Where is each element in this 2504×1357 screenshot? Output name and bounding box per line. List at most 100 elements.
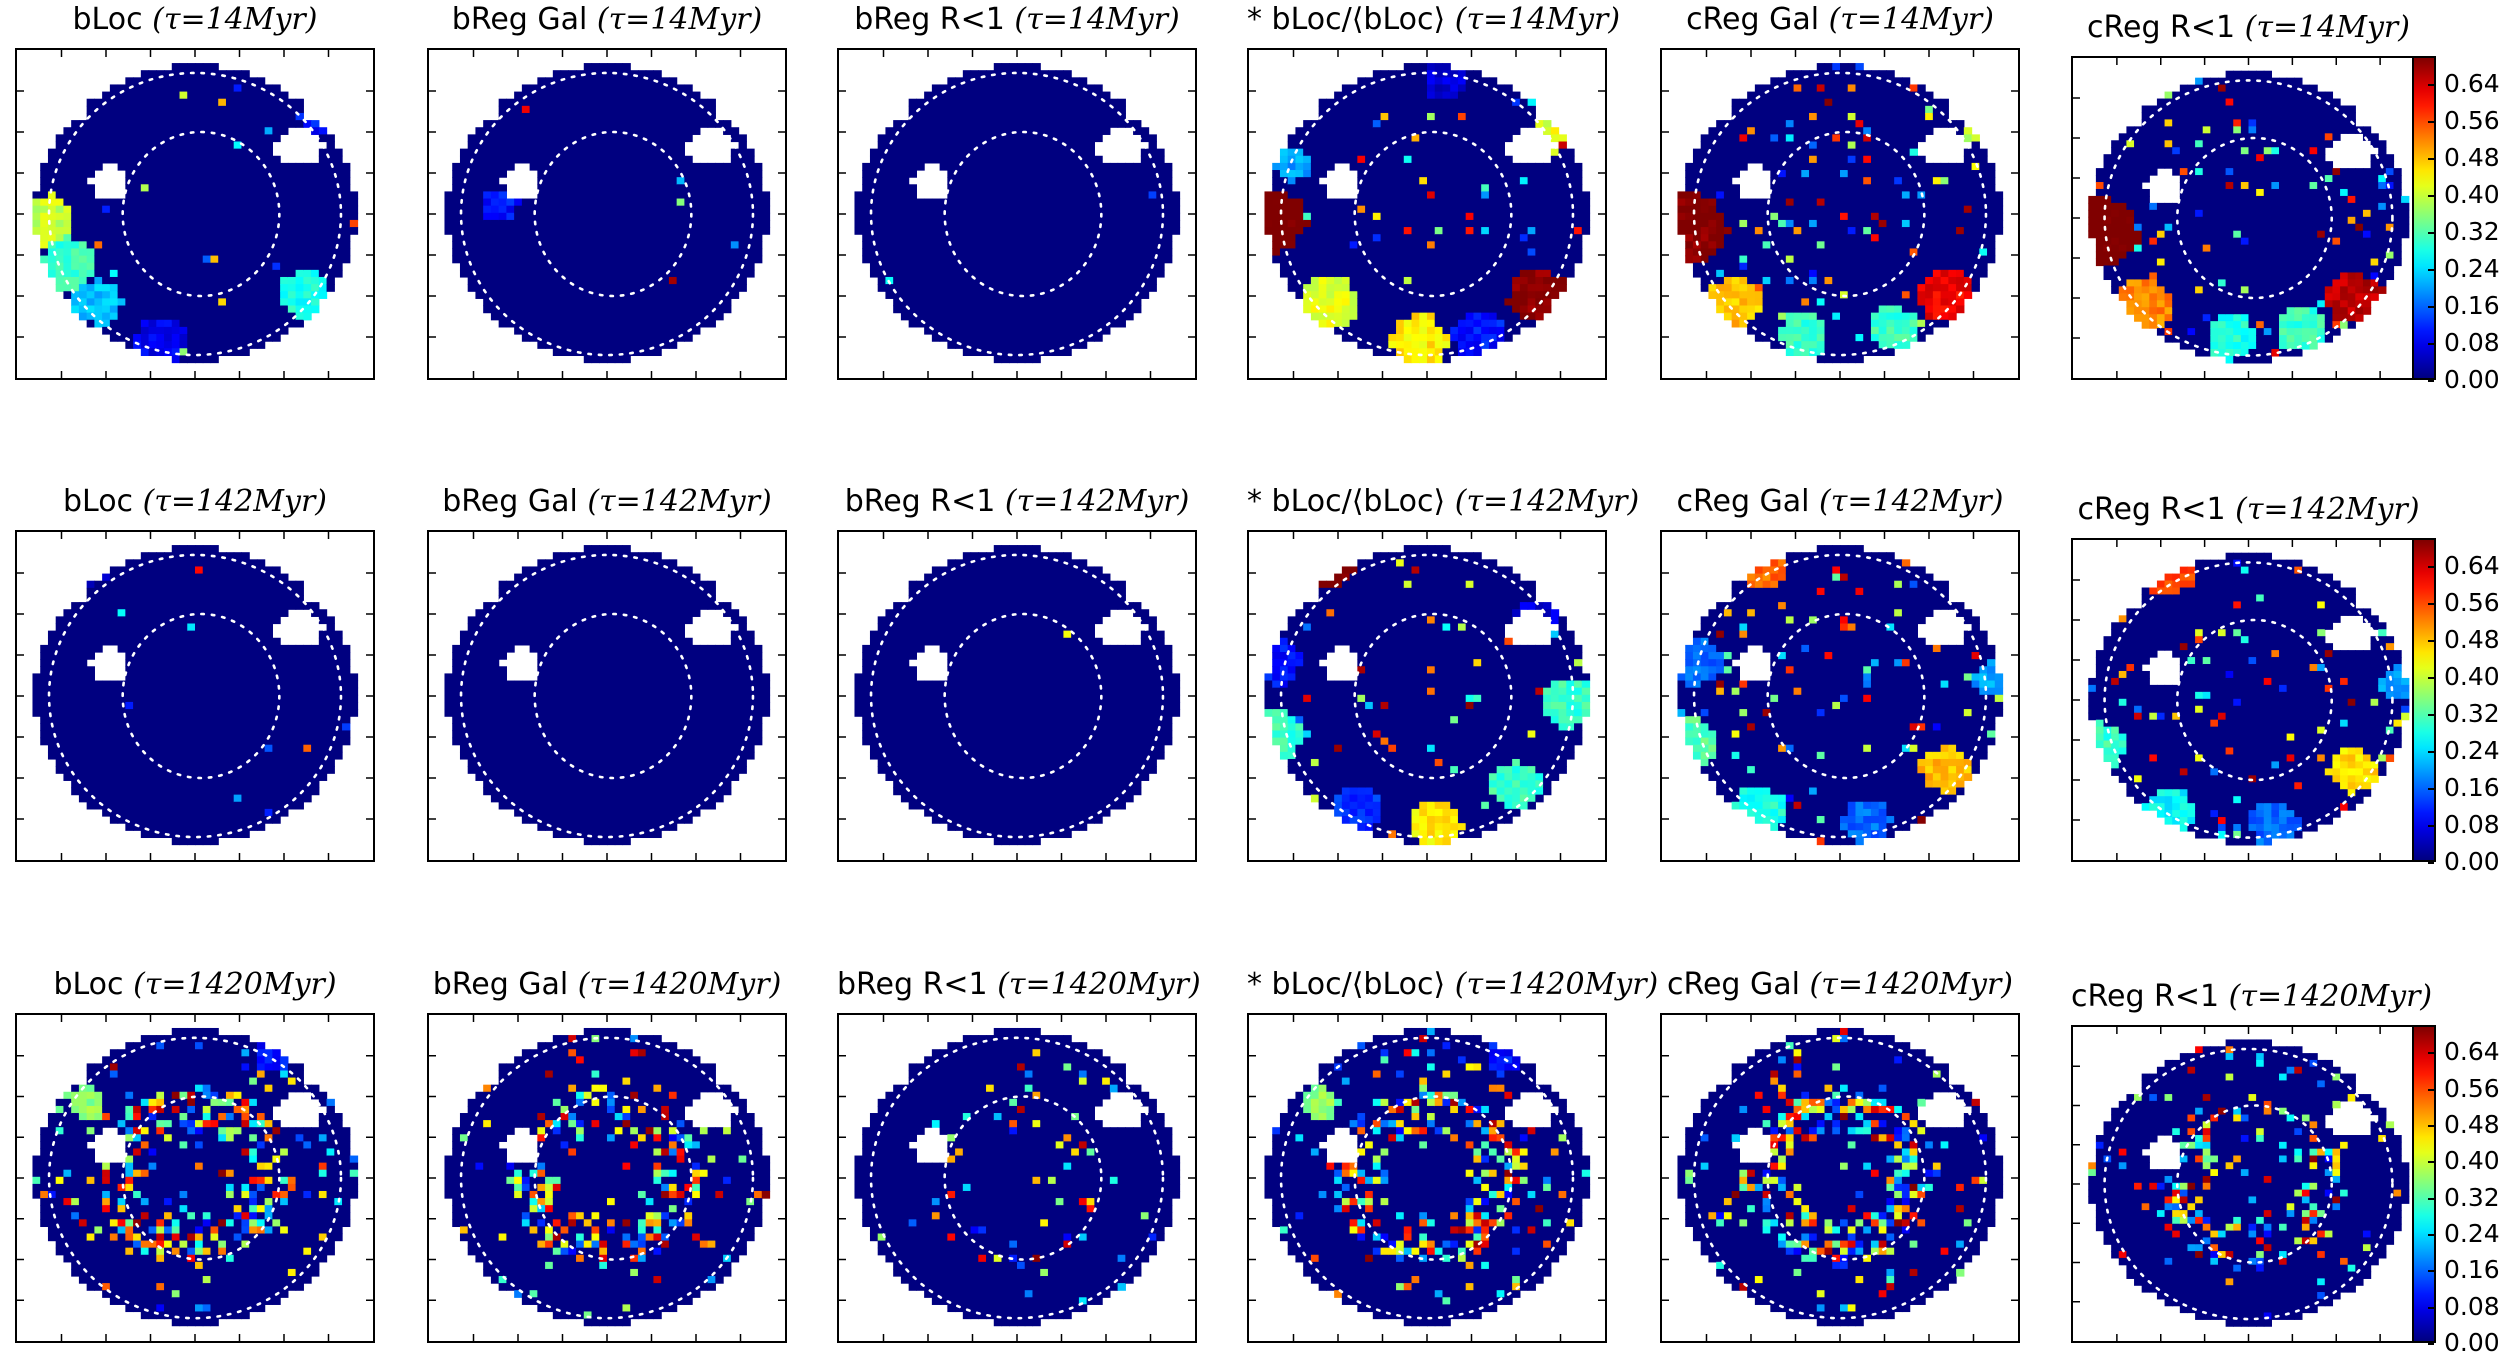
map-cell bbox=[1404, 99, 1412, 107]
map-cell bbox=[638, 327, 646, 335]
map-cell bbox=[1412, 199, 1420, 207]
map-cell bbox=[1009, 341, 1017, 349]
map-cell bbox=[87, 170, 95, 178]
map-cell bbox=[1412, 170, 1420, 178]
map-cell bbox=[1326, 298, 1334, 306]
map-cell bbox=[149, 206, 157, 214]
map-cell bbox=[1303, 227, 1311, 235]
map-cell bbox=[677, 134, 685, 142]
map-cell bbox=[1357, 120, 1365, 128]
map-cell bbox=[149, 220, 157, 228]
map-cell bbox=[537, 298, 545, 306]
map-cell bbox=[1071, 120, 1079, 128]
map-cell bbox=[499, 134, 507, 142]
map-cell bbox=[955, 334, 963, 342]
map-cell bbox=[901, 156, 909, 164]
map-cell bbox=[568, 220, 576, 228]
map-cell bbox=[1396, 113, 1404, 121]
map-cell bbox=[1295, 199, 1303, 207]
map-cell bbox=[1040, 191, 1048, 199]
map-cell bbox=[288, 184, 296, 192]
map-cell bbox=[1063, 113, 1071, 121]
map-cell bbox=[1435, 206, 1443, 214]
map-cell bbox=[638, 334, 646, 342]
map-cell bbox=[537, 149, 545, 157]
map-cell bbox=[1334, 284, 1342, 292]
map-cell bbox=[1288, 241, 1296, 249]
map-cell bbox=[522, 206, 530, 214]
map-cell bbox=[994, 149, 1002, 157]
map-cell bbox=[210, 355, 218, 363]
map-cell bbox=[1125, 184, 1133, 192]
map-cell bbox=[646, 163, 654, 171]
map-cell bbox=[584, 149, 592, 157]
map-cell bbox=[87, 99, 95, 107]
map-cell bbox=[1079, 120, 1087, 128]
map-cell bbox=[118, 134, 126, 142]
map-cell bbox=[1342, 113, 1350, 121]
map-cell bbox=[460, 149, 468, 157]
map-cell bbox=[638, 270, 646, 278]
map-cell bbox=[452, 248, 460, 256]
map-cell bbox=[218, 92, 226, 100]
map-cell bbox=[280, 170, 288, 178]
map-cell bbox=[947, 149, 955, 157]
map-cell bbox=[491, 170, 499, 178]
map-cell bbox=[646, 320, 654, 328]
map-cell bbox=[218, 106, 226, 114]
map-cell bbox=[924, 92, 932, 100]
map-cell bbox=[885, 206, 893, 214]
map-cell bbox=[1048, 256, 1056, 264]
map-cell bbox=[754, 248, 762, 256]
map-cell bbox=[1396, 227, 1404, 235]
map-cell bbox=[56, 227, 64, 235]
map-cell bbox=[584, 298, 592, 306]
map-cell bbox=[1040, 177, 1048, 185]
map-cell bbox=[615, 206, 623, 214]
map-cell bbox=[319, 227, 327, 235]
map-cell bbox=[561, 313, 569, 321]
map-cell bbox=[1017, 227, 1025, 235]
map-cell bbox=[1381, 127, 1389, 135]
map-cell bbox=[638, 313, 646, 321]
map-cell bbox=[79, 234, 87, 242]
map-cell bbox=[195, 241, 203, 249]
map-cell bbox=[110, 127, 118, 135]
map-cell bbox=[164, 270, 172, 278]
map-cell bbox=[1388, 113, 1396, 121]
map-cell bbox=[708, 99, 716, 107]
map-cell bbox=[1071, 199, 1079, 207]
map-cell bbox=[1040, 341, 1048, 349]
map-cell bbox=[1048, 270, 1056, 278]
map-cell bbox=[118, 127, 126, 135]
map-cell bbox=[1481, 106, 1489, 114]
map-cell bbox=[1102, 120, 1110, 128]
map-cell bbox=[63, 213, 71, 221]
map-cell bbox=[924, 313, 932, 321]
map-cell bbox=[1156, 270, 1164, 278]
map-cell bbox=[1442, 306, 1450, 314]
map-cell bbox=[1450, 191, 1458, 199]
map-cell bbox=[164, 263, 172, 271]
map-cell bbox=[1458, 341, 1466, 349]
map-cell bbox=[1056, 184, 1064, 192]
map-cell bbox=[94, 313, 102, 321]
map-cell bbox=[1466, 184, 1474, 192]
map-cell bbox=[1040, 306, 1048, 314]
map-cell bbox=[133, 149, 141, 157]
map-cell bbox=[971, 313, 979, 321]
map-cell bbox=[963, 177, 971, 185]
map-cell bbox=[692, 327, 700, 335]
map-cell bbox=[1002, 156, 1010, 164]
map-cell bbox=[1412, 63, 1420, 71]
map-cell bbox=[203, 213, 211, 221]
map-cell bbox=[909, 206, 917, 214]
map-cell bbox=[607, 184, 615, 192]
map-cell bbox=[955, 177, 963, 185]
map-cell bbox=[568, 177, 576, 185]
map-cell bbox=[1396, 106, 1404, 114]
map-cell bbox=[1002, 220, 1010, 228]
map-cell bbox=[994, 127, 1002, 135]
map-cell bbox=[1056, 163, 1064, 171]
map-cell bbox=[545, 241, 553, 249]
